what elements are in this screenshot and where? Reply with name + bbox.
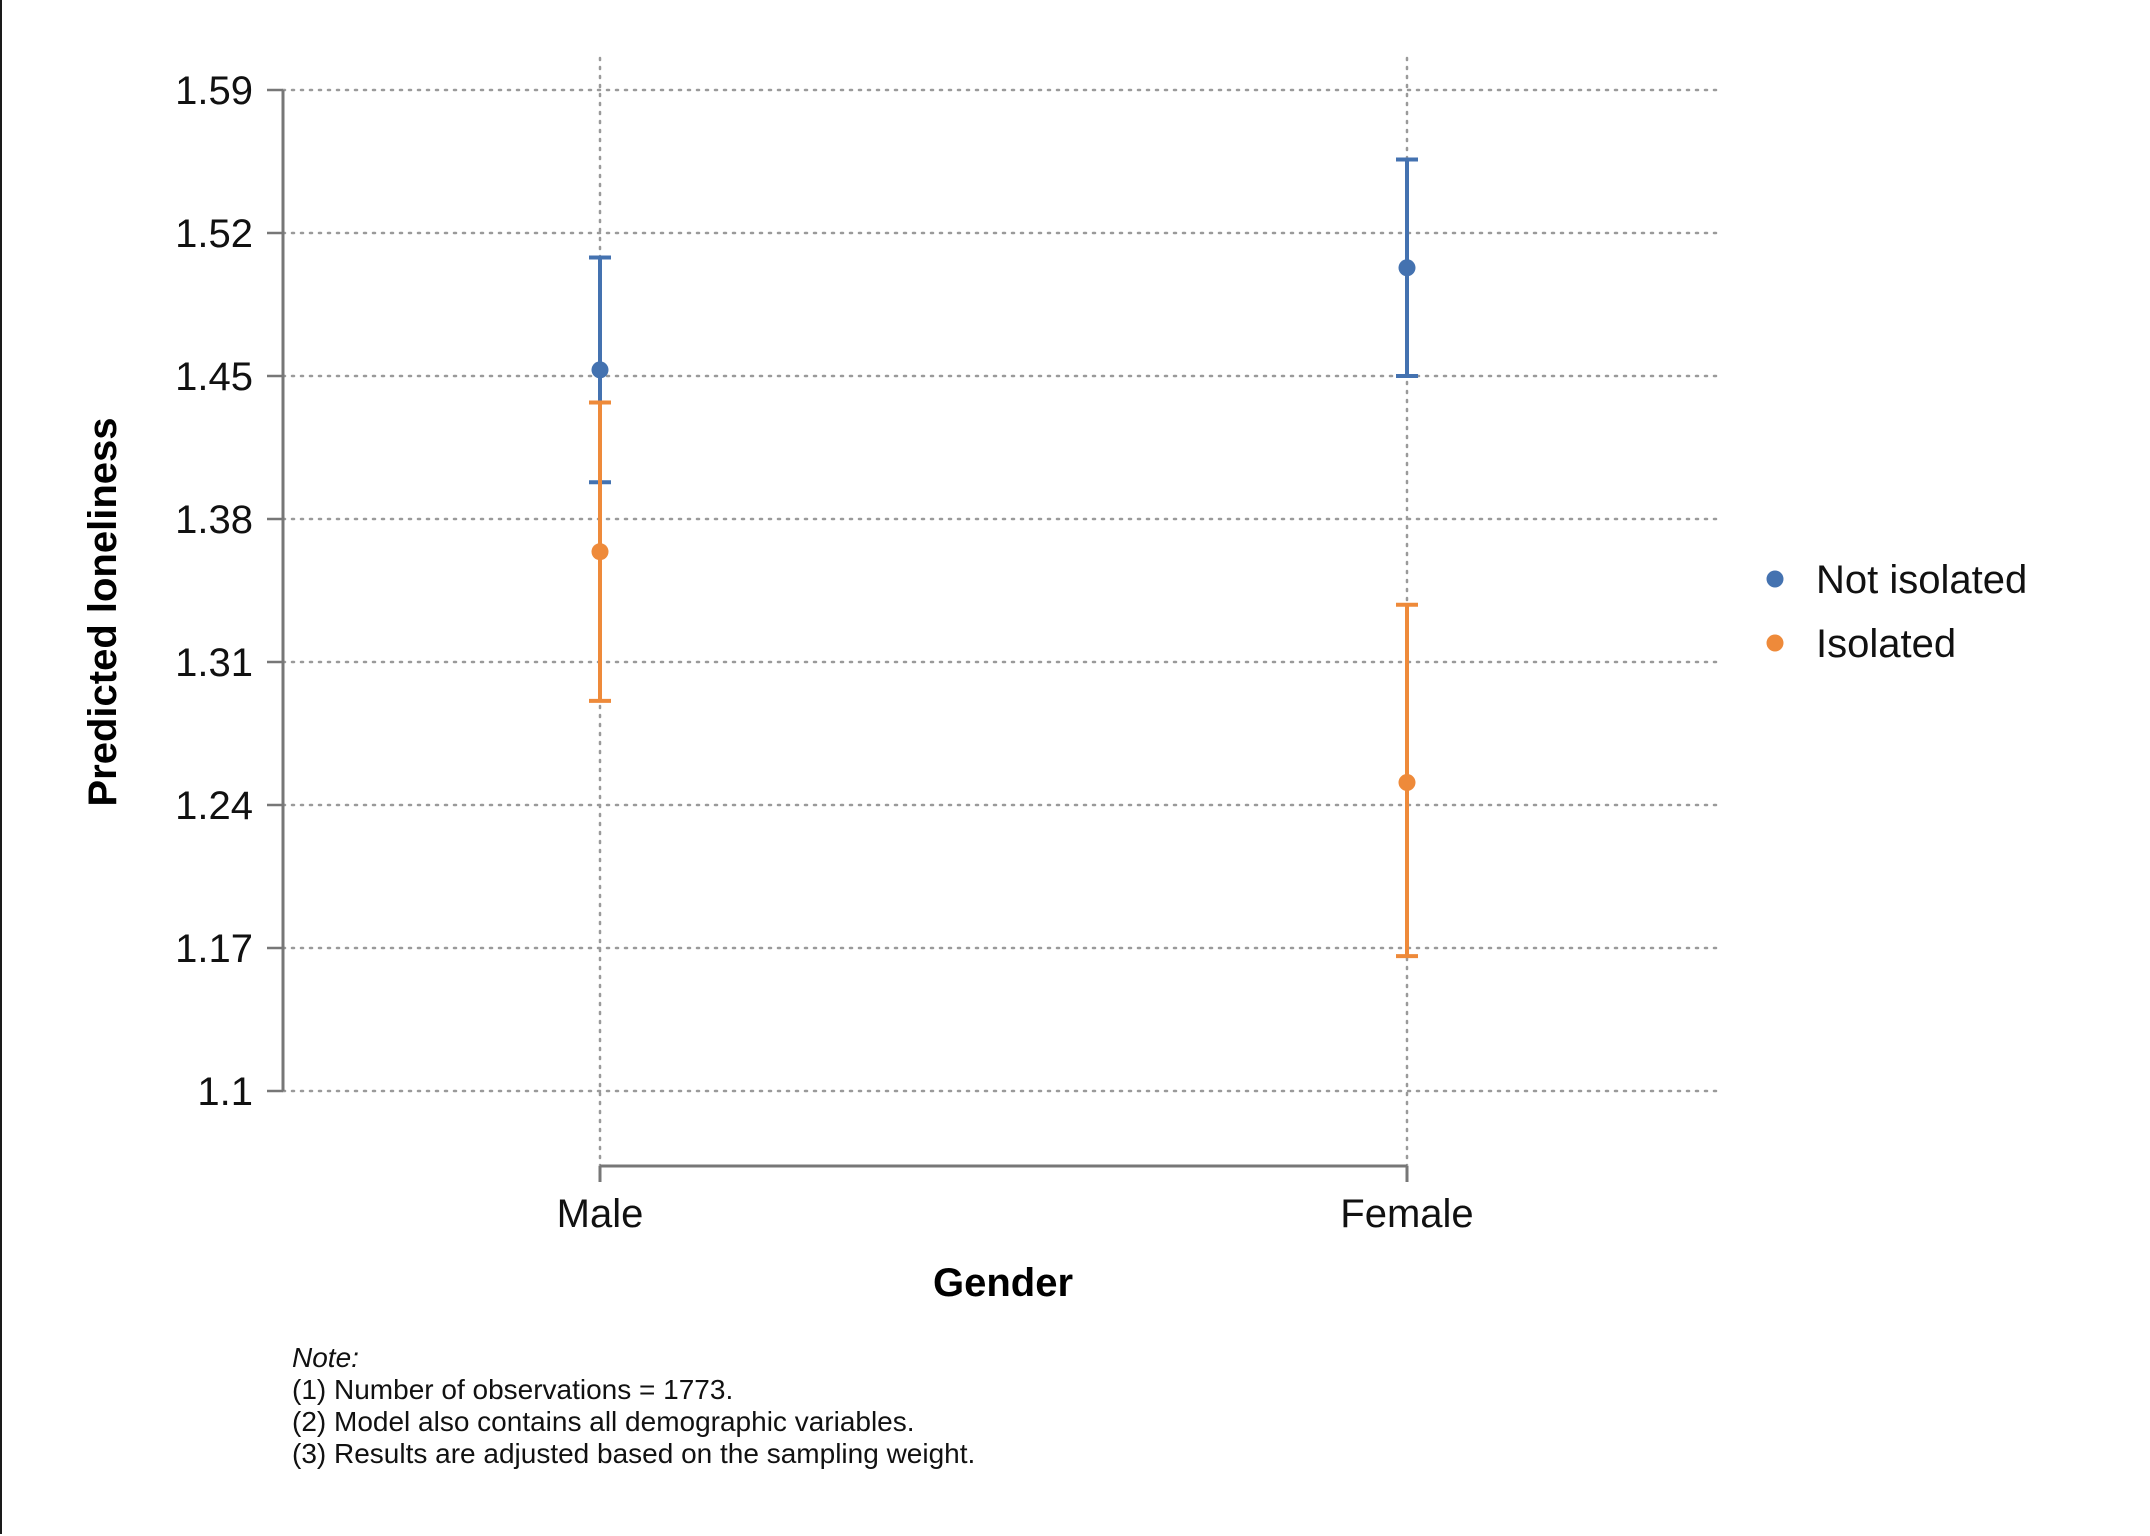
legend-marker [1766, 570, 1784, 588]
legend-item: Isolated [1766, 622, 1956, 666]
y-tick-label: 1.24 [175, 784, 253, 828]
data-point [1398, 774, 1416, 792]
legend-label: Not isolated [1816, 558, 2027, 602]
note-line-2: (2) Model also contains all demographic … [292, 1406, 915, 1437]
y-tick-label: 1.38 [175, 498, 253, 542]
chart-notes: Note: (1) Number of observations = 1773.… [292, 1342, 975, 1470]
legend: Not isolated Isolated [1766, 558, 2027, 666]
legend-label: Isolated [1816, 622, 1956, 666]
y-tick-label: 1.45 [175, 355, 253, 399]
y-tick-label: 1.1 [197, 1070, 253, 1114]
note-line-3: (3) Results are adjusted based on the sa… [292, 1438, 976, 1469]
gridlines [281, 56, 1720, 1168]
chart-marks [589, 157, 1418, 959]
y-tick-label: 1.31 [175, 641, 253, 685]
error-bar [589, 400, 611, 703]
y-tick-label: 1.59 [175, 69, 253, 113]
data-point [591, 361, 609, 379]
y-tick-label: 1.52 [175, 212, 253, 256]
y-axis-title: Predicted loneliness [81, 417, 125, 806]
note-title: Note: [292, 1342, 359, 1373]
legend-marker [1766, 634, 1784, 652]
error-bar [1396, 157, 1418, 378]
y-tick-label: 1.17 [175, 927, 253, 971]
note-line-1: (1) Number of observations = 1773. [292, 1374, 734, 1405]
y-axis: 1.1 1.17 1.24 1.31 1.38 1.45 1.52 1.59 [175, 69, 285, 1114]
legend-item: Not isolated [1766, 558, 2027, 602]
x-tick-label: Female [1340, 1192, 1473, 1236]
data-point [1398, 259, 1416, 277]
error-bar [1396, 602, 1418, 959]
x-tick-label: Male [557, 1192, 644, 1236]
data-point [591, 543, 609, 561]
x-axis-title: Gender [933, 1261, 1073, 1305]
x-axis: Male Female [557, 1164, 1474, 1236]
